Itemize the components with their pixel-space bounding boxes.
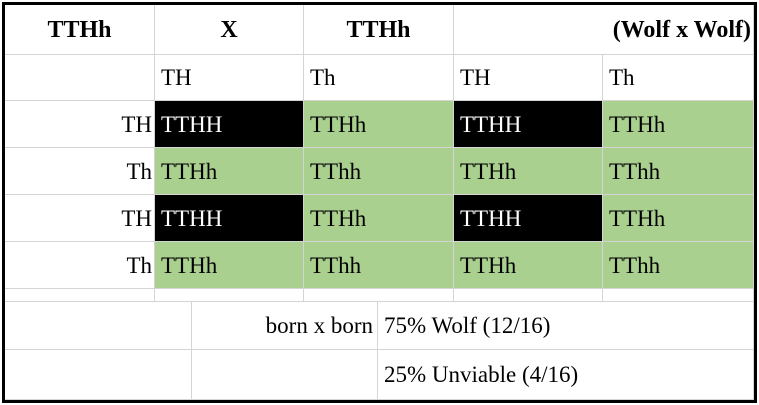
genotype-cell: TTHh (304, 101, 454, 148)
genotype-cell: TTHh (304, 195, 454, 242)
genotype-cell: TTHh (603, 195, 754, 242)
genotype-cell: TThh (304, 242, 454, 289)
summary-label: born x born (192, 302, 378, 350)
column-allele: Th (304, 55, 454, 101)
genotype-cell: TThh (304, 148, 454, 195)
empty-cell (5, 350, 192, 400)
empty-cell (304, 289, 454, 302)
header-cell: (Wolf x Wolf) (454, 5, 754, 55)
genotype-cell: TTHH (155, 195, 304, 242)
empty-cell (192, 350, 378, 400)
empty-cell (155, 289, 304, 302)
genotype-cell: TTHh (155, 242, 304, 289)
empty-cell (603, 289, 754, 302)
genotype-cell: TTHH (454, 195, 603, 242)
column-allele: TH (155, 55, 304, 101)
summary-result: 75% Wolf (12/16) (378, 302, 754, 350)
row-allele: Th (5, 242, 155, 289)
header-cell: TTHh (304, 5, 454, 55)
genotype-cell: TTHh (454, 242, 603, 289)
genotype-cell: TTHh (454, 148, 603, 195)
genotype-cell: TThh (603, 242, 754, 289)
genotype-cell: TTHh (603, 101, 754, 148)
empty-cell (454, 289, 603, 302)
genotype-cell: TTHH (155, 101, 304, 148)
header-cell: X (155, 5, 304, 55)
row-allele: TH (5, 101, 155, 148)
row-allele: TH (5, 195, 155, 242)
empty-cell (5, 302, 192, 350)
column-allele: TH (454, 55, 603, 101)
header-cell: TTHh (5, 5, 155, 55)
genotype-cell: TThh (603, 148, 754, 195)
genotype-cell: TTHh (155, 148, 304, 195)
empty-cell (5, 55, 155, 101)
empty-cell (5, 289, 155, 302)
genotype-cell: TTHH (454, 101, 603, 148)
row-allele: Th (5, 148, 155, 195)
summary-result: 25% Unviable (4/16) (378, 350, 754, 400)
column-allele: Th (603, 55, 754, 101)
